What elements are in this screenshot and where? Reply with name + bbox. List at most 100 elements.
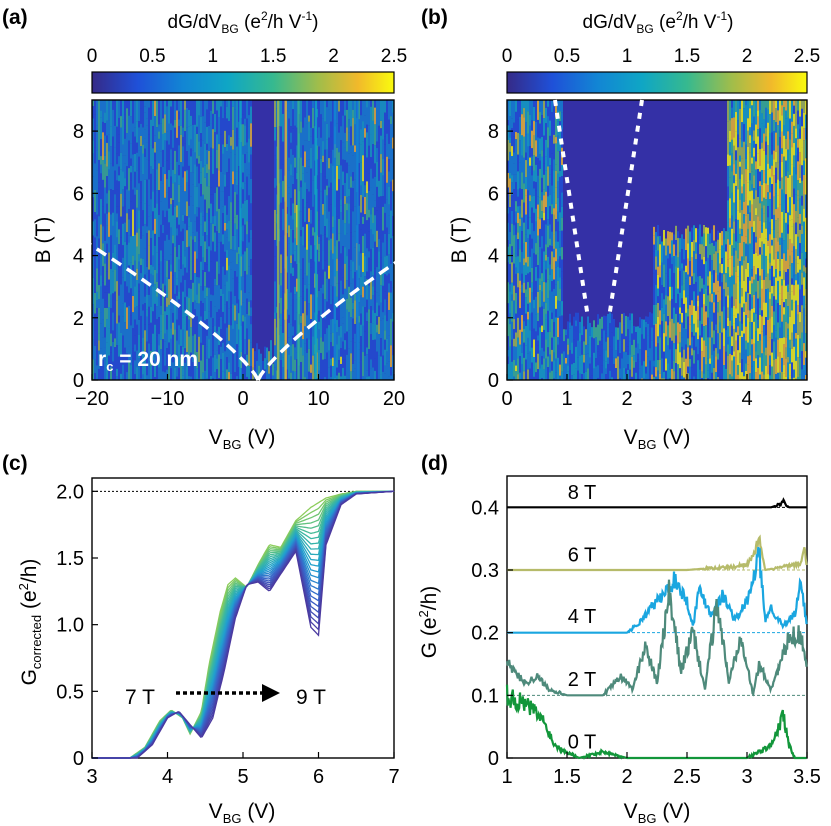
heat-cell — [152, 255, 154, 267]
heat-cell — [557, 221, 559, 242]
heat-cell — [745, 158, 747, 170]
heat-cell — [803, 208, 805, 222]
heat-cell — [537, 217, 539, 236]
heat-cell — [296, 245, 298, 265]
heat-cell — [687, 274, 689, 296]
heat-cell — [801, 195, 803, 206]
heat-cell — [94, 114, 96, 139]
heat-cell — [751, 123, 753, 137]
heat-cell — [635, 362, 637, 373]
heat-cell — [174, 272, 176, 286]
heat-cell — [767, 228, 769, 241]
heat-cell — [386, 133, 388, 157]
heat-cell — [306, 288, 308, 316]
heat-cell — [563, 341, 565, 352]
heat-cell — [707, 337, 709, 359]
heat-cell — [521, 284, 523, 293]
heat-cell — [392, 166, 394, 180]
heat-cell — [94, 345, 96, 360]
heat-cell — [306, 275, 308, 289]
panel-a-heatmap — [92, 100, 394, 380]
heat-cell — [747, 292, 749, 311]
heat-cell — [781, 258, 783, 280]
heat-cell — [302, 145, 304, 166]
trace-0t — [505, 684, 807, 760]
heat-cell — [787, 377, 789, 380]
heat-cell — [244, 224, 246, 252]
heat-cell — [292, 254, 294, 268]
heat-cell — [801, 100, 803, 109]
heat-cell — [515, 292, 517, 314]
heat-cell — [733, 117, 735, 138]
heat-cell — [164, 132, 166, 141]
heat-cell — [384, 373, 386, 380]
heat-cell — [192, 335, 194, 354]
heat-cell — [781, 131, 783, 149]
heat-cell — [122, 155, 124, 172]
heat-cell — [376, 100, 378, 119]
heat-cell — [228, 220, 230, 242]
heat-cell — [657, 302, 659, 317]
heat-cell — [693, 251, 695, 274]
heat-cell — [388, 254, 390, 274]
heat-cell — [777, 251, 779, 259]
heat-cell — [763, 205, 765, 214]
heat-cell — [545, 254, 547, 261]
heat-cell — [180, 282, 182, 295]
heat-cell — [777, 162, 779, 180]
heat-cell — [204, 221, 206, 233]
heat-cell — [112, 166, 114, 191]
heat-cell — [717, 230, 719, 240]
heat-cell — [306, 123, 308, 141]
heat-cell — [124, 241, 126, 265]
heat-cell — [158, 289, 160, 318]
heat-cell — [332, 299, 334, 320]
heat-cell — [280, 348, 282, 361]
heat-cell — [665, 336, 667, 359]
heat-cell — [759, 100, 761, 110]
heat-cell — [541, 156, 543, 178]
heat-cell — [312, 128, 314, 145]
heat-cell — [310, 245, 312, 260]
heat-cell — [545, 107, 547, 124]
heat-cell — [310, 147, 312, 169]
heat-cell — [771, 316, 773, 333]
heat-cell — [204, 298, 206, 311]
heat-cell — [194, 152, 196, 165]
heat-cell — [515, 256, 517, 268]
heat-cell — [178, 111, 180, 120]
heat-cell — [787, 233, 789, 250]
heat-cell — [178, 270, 180, 292]
heat-cell — [773, 229, 775, 238]
cbar-tick-label: 1 — [208, 46, 219, 67]
heat-cell — [218, 378, 220, 380]
heat-cell — [773, 214, 775, 230]
heat-cell — [559, 151, 561, 171]
heat-cell — [539, 219, 541, 229]
heat-cell — [677, 379, 679, 380]
heat-cell — [234, 217, 236, 224]
heat-cell — [777, 339, 779, 357]
heat-cell — [735, 318, 737, 333]
heat-cell — [110, 294, 112, 309]
heat-cell — [553, 336, 555, 353]
heat-cell — [539, 290, 541, 308]
heat-cell — [210, 375, 212, 380]
heat-cell — [673, 295, 675, 308]
heat-cell — [531, 347, 533, 357]
heat-cell — [741, 256, 743, 266]
heat-cell — [509, 313, 511, 325]
heat-cell — [737, 374, 739, 380]
heat-cell — [727, 239, 729, 260]
heat-cell — [509, 346, 511, 362]
heat-cell — [326, 278, 328, 302]
heat-cell — [138, 365, 140, 380]
heat-cell — [340, 212, 342, 234]
heat-cell — [302, 355, 304, 380]
heat-cell — [178, 175, 180, 185]
heat-cell — [801, 225, 803, 234]
heat-cell — [180, 268, 182, 283]
heat-cell — [533, 155, 535, 171]
heat-cell — [392, 321, 394, 349]
heat-cell — [759, 149, 761, 166]
